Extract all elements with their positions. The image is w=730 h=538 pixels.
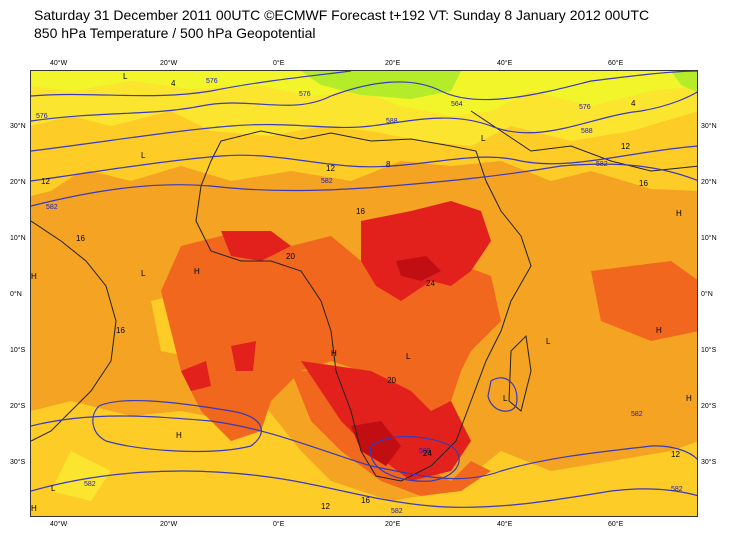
temperature-label: 8 [386,160,391,169]
geopotential-label: 582 [671,486,683,493]
lat-label-right: 20°N [701,179,717,186]
lon-label-bottom: 20°E [385,521,400,528]
high-pressure-marker: H [194,267,200,276]
lat-label-left: 20°S [10,403,25,410]
high-pressure-marker: H [31,272,37,281]
geopotential-label: 564 [451,101,463,108]
geopotential-label: 582 [84,481,96,488]
temperature-label: 12 [671,450,680,459]
temperature-label: 16 [639,179,648,188]
lat-label-left: 30°N [10,123,26,130]
geopotential-label: 582 [46,204,58,211]
temperature-label: 12 [41,177,50,186]
low-pressure-marker: L [123,72,128,81]
lat-label-right: 20°S [701,403,716,410]
high-pressure-marker: H [331,349,337,358]
high-pressure-marker: H [686,394,692,403]
lat-label-right: 30°N [701,123,717,130]
lon-label-bottom: 0°E [273,521,284,528]
lon-label-top: 60°E [608,60,623,67]
lat-label-right: 30°S [701,459,716,466]
map-title: Saturday 31 December 2011 00UTC ©ECMWF F… [34,7,649,23]
temperature-label: 20 [387,376,396,385]
lon-label-bottom: 40°W [50,521,67,528]
lat-label-right: 10°S [701,347,716,354]
geopotential-label: 576 [206,78,218,85]
lon-label-bottom: 20°W [160,521,177,528]
temperature-label: 24 [426,279,435,288]
map-subtitle: 850 hPa Temperature / 500 hPa Geopotenti… [34,25,316,41]
lon-label-top: 40°E [497,60,512,67]
lat-label-left: 10°S [10,347,25,354]
lon-label-bottom: 60°E [608,521,623,528]
temperature-label: 4 [171,79,176,88]
low-pressure-marker: L [141,151,146,160]
lat-label-right: 10°N [701,235,717,242]
temperature-label: 12 [321,502,330,511]
geopotential-label: 576 [579,104,591,111]
geopotential-label: 588 [581,128,593,135]
geopotential-label: 582 [321,178,333,185]
lat-label-left: 20°N [10,179,26,186]
temperature-label: 16 [76,234,85,243]
geopotential-label: 582 [391,508,403,515]
high-pressure-marker: H [31,504,37,513]
lat-label-left: 10°N [10,235,26,242]
map-svg: 576 576 576 582 582 582 582 582 582 582 … [31,71,698,517]
low-pressure-marker: L [546,337,551,346]
low-pressure-marker: L [503,394,508,403]
low-pressure-marker: L [141,269,146,278]
geopotential-label: 576 [299,91,311,98]
temperature-label: 16 [116,326,125,335]
temperature-label: 24 [423,449,432,458]
lat-label-left: 30°S [10,459,25,466]
lon-label-top: 40°W [50,60,67,67]
temperature-label: 16 [361,496,370,505]
temperature-label: 16 [356,207,365,216]
forecast-map: 576 576 576 582 582 582 582 582 582 582 … [30,70,698,517]
temperature-label: 20 [286,252,295,261]
temperature-label: 4 [631,99,636,108]
lat-label-right: 0°N [701,291,713,298]
lon-label-bottom: 40°E [497,521,512,528]
lon-label-top: 20°W [160,60,177,67]
temperature-label: 12 [621,142,630,151]
lon-label-top: 20°E [385,60,400,67]
geopotential-label: 588 [386,118,398,125]
geopotential-label: 582 [631,411,643,418]
low-pressure-marker: L [481,134,486,143]
temperature-label: 12 [326,164,335,173]
lat-label-left: 0°N [10,291,22,298]
geopotential-label: 576 [36,113,48,120]
high-pressure-marker: H [656,326,662,335]
geopotential-label: 582 [596,161,608,168]
high-pressure-marker: H [676,209,682,218]
low-pressure-marker: L [406,352,411,361]
low-pressure-marker: L [51,484,56,493]
high-pressure-marker: H [176,431,182,440]
lon-label-top: 0°E [273,60,284,67]
